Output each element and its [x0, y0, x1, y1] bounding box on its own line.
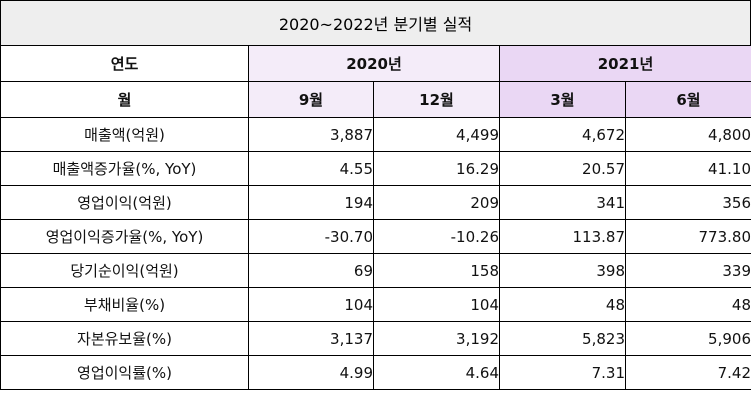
value-cell: -10.26 [373, 219, 500, 254]
value-cell: 356 [625, 185, 751, 220]
value-cell: 69 [248, 253, 374, 288]
header-row-month: 월 9월 12월 3월 6월 [0, 81, 751, 118]
month-header-cell: 9월 [248, 81, 374, 118]
value-cell: 16.29 [373, 151, 500, 186]
value-cell: 209 [373, 185, 500, 220]
value-cell: 3,887 [248, 117, 374, 152]
value-cell: 4.55 [248, 151, 374, 186]
table-row: 매출액증가율(%, YoY) 4.55 16.29 20.57 41.10 [0, 151, 751, 186]
row-label: 영업이익증가율(%, YoY) [0, 219, 249, 254]
value-cell: 104 [373, 287, 500, 322]
row-label: 당기순이익(억원) [0, 253, 249, 288]
value-cell: 7.31 [499, 355, 626, 390]
table-row: 당기순이익(억원) 69 158 398 339 [0, 253, 751, 288]
value-cell: 48 [625, 287, 751, 322]
value-cell: -30.70 [248, 219, 374, 254]
quarterly-results-table: 연도 2020년 2021년 월 9월 12월 3월 6월 매출액(억원) 3,8… [0, 45, 751, 390]
table-row: 영업이익률(%) 4.99 4.64 7.31 7.42 [0, 355, 751, 390]
value-cell: 5,823 [499, 321, 626, 356]
month-header-cell: 6월 [625, 81, 751, 118]
value-cell: 5,906 [625, 321, 751, 356]
table-row: 영업이익증가율(%, YoY) -30.70 -10.26 113.87 773.80 [0, 219, 751, 254]
value-cell: 104 [248, 287, 374, 322]
month-header-cell: 3월 [499, 81, 626, 118]
row-label: 영업이익(억원) [0, 185, 249, 220]
row-label: 영업이익률(%) [0, 355, 249, 390]
month-header-cell: 12월 [373, 81, 500, 118]
value-cell: 398 [499, 253, 626, 288]
value-cell: 20.57 [499, 151, 626, 186]
value-cell: 7.42 [625, 355, 751, 390]
table-body: 매출액(억원) 3,887 4,499 4,672 4,800 매출액증가율(%, YoY… [0, 117, 751, 390]
year-2021-header: 2021년 [499, 45, 751, 82]
value-cell: 3,192 [373, 321, 500, 356]
year-header-label: 연도 [0, 45, 249, 82]
year-2020-header: 2020년 [248, 45, 500, 82]
value-cell: 4.99 [248, 355, 374, 390]
row-label: 매출액(억원) [0, 117, 249, 152]
value-cell: 341 [499, 185, 626, 220]
value-cell: 41.10 [625, 151, 751, 186]
value-cell: 339 [625, 253, 751, 288]
value-cell: 4.64 [373, 355, 500, 390]
table-row: 자본유보율(%) 3,137 3,192 5,823 5,906 [0, 321, 751, 356]
value-cell: 4,800 [625, 117, 751, 152]
value-cell: 3,137 [248, 321, 374, 356]
table-row: 부채비율(%) 104 104 48 48 [0, 287, 751, 322]
row-label: 자본유보율(%) [0, 321, 249, 356]
value-cell: 113.87 [499, 219, 626, 254]
value-cell: 773.80 [625, 219, 751, 254]
table-row: 영업이익(억원) 194 209 341 356 [0, 185, 751, 220]
row-label: 부채비율(%) [0, 287, 249, 322]
row-label: 매출액증가율(%, YoY) [0, 151, 249, 186]
value-cell: 194 [248, 185, 374, 220]
value-cell: 48 [499, 287, 626, 322]
header-row-year: 연도 2020년 2021년 [0, 45, 751, 82]
table-row: 매출액(억원) 3,887 4,499 4,672 4,800 [0, 117, 751, 152]
month-header-label: 월 [0, 81, 249, 118]
value-cell: 4,672 [499, 117, 626, 152]
value-cell: 158 [373, 253, 500, 288]
value-cell: 4,499 [373, 117, 500, 152]
table-title: 2020~2022년 분기별 실적 [0, 0, 751, 45]
